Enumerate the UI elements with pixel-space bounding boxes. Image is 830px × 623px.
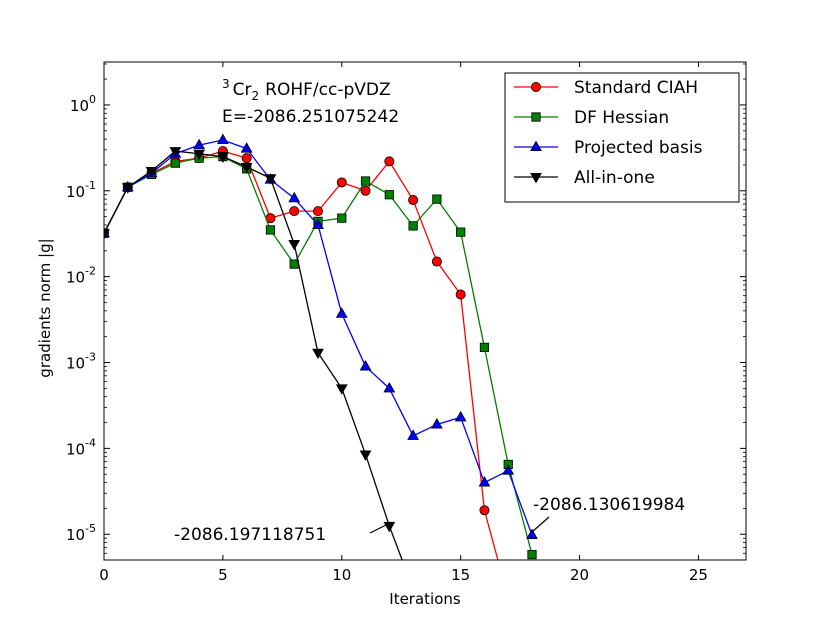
series-projected-basis — [104, 133, 538, 539]
legend-entry: Projected basis — [514, 138, 703, 158]
title-formula: 3 Cr2 ROHF/cc-pVDZ — [222, 77, 391, 103]
x-tick-label: 0 — [99, 566, 109, 584]
x-axis: 0 5 10 15 20 25 — [99, 62, 708, 584]
legend-marker — [530, 172, 542, 184]
data-point — [169, 147, 182, 158]
data-point — [431, 256, 442, 267]
legend-label: Standard CIAH — [574, 78, 698, 98]
y-axis-label: gradients norm |g| — [36, 238, 54, 377]
data-point — [407, 429, 419, 440]
legend-entry: Standard CIAH — [514, 78, 698, 98]
data-point — [360, 176, 371, 186]
data-point — [383, 521, 396, 533]
data-point — [288, 191, 301, 203]
legend-label: DF Hessian — [574, 108, 669, 128]
annotations: -2086.197118751 -2086.130619984 — [174, 495, 685, 545]
data-point — [383, 381, 396, 393]
legend-label: All-in-one — [574, 168, 655, 188]
x-tick-label: 20 — [570, 566, 589, 584]
legend: Standard CIAH DF Hessian Projected basis Al… — [504, 72, 740, 203]
data-point — [104, 229, 110, 240]
data-point — [456, 227, 466, 237]
x-axis-label: Iterations — [389, 590, 461, 608]
legend-label: Projected basis — [574, 138, 703, 158]
y-axis: 100 10-1 10-2 10-3 10-4 10-5 — [66, 63, 746, 554]
data-point — [193, 149, 205, 161]
data-point — [337, 213, 347, 223]
y-tick-label: 10-5 — [66, 522, 96, 544]
data-point — [170, 158, 180, 168]
title-energy: E=-2086.251075242 — [222, 107, 399, 127]
data-point — [455, 289, 466, 300]
annotation-arrow-left — [369, 523, 389, 534]
legend-entry: All-in-one — [514, 168, 655, 188]
data-point — [408, 221, 418, 231]
legend-marker — [531, 112, 541, 122]
plot-area — [104, 133, 538, 603]
data-point — [335, 384, 348, 395]
data-point — [479, 342, 490, 352]
x-tick-label: 15 — [451, 566, 470, 584]
data-point — [432, 194, 442, 204]
data-point — [121, 183, 134, 194]
legend-entry: DF Hessian — [514, 108, 669, 128]
annotation-arrow-right — [531, 516, 550, 533]
data-point — [312, 348, 324, 360]
data-point — [193, 138, 205, 150]
legend-box — [504, 72, 740, 203]
y-tick-label: 10-3 — [66, 351, 96, 373]
data-point — [478, 476, 491, 487]
data-point — [264, 174, 277, 185]
data-point — [526, 528, 538, 539]
data-point — [360, 185, 371, 196]
legend-marker — [531, 82, 542, 93]
data-point — [312, 218, 324, 229]
data-point — [384, 156, 395, 167]
data-point — [217, 133, 229, 145]
annotation-right: -2086.130619984 — [533, 495, 685, 515]
data-point — [408, 195, 419, 206]
data-point — [359, 360, 372, 371]
data-point — [265, 225, 276, 235]
y-tick-label: 10-1 — [66, 179, 96, 201]
data-point — [145, 167, 158, 178]
x-tick-label: 10 — [332, 566, 351, 584]
legend-marker — [530, 140, 542, 152]
data-point — [241, 153, 252, 164]
data-point — [479, 505, 490, 516]
x-tick-label: 25 — [689, 566, 708, 584]
data-point — [454, 410, 467, 422]
data-point — [384, 190, 394, 200]
y-tick-label: 100 — [70, 93, 96, 115]
data-point — [289, 206, 300, 217]
y-tick-label: 10-4 — [66, 436, 96, 458]
chart-title: 3 Cr2 ROHF/cc-pVDZ E=-2086.251075242 — [222, 77, 399, 127]
series-all-in-one — [104, 147, 403, 560]
data-point — [240, 142, 253, 153]
data-point — [217, 152, 229, 164]
data-point — [312, 206, 323, 217]
data-point — [527, 549, 537, 560]
data-point — [289, 259, 299, 269]
data-point — [502, 464, 515, 475]
data-point — [431, 418, 443, 429]
y-tick-label: 10-2 — [66, 265, 96, 287]
series-line — [104, 139, 533, 536]
data-point — [359, 450, 372, 461]
data-point — [288, 240, 301, 251]
annotation-left: -2086.197118751 — [174, 525, 326, 545]
x-tick-label: 5 — [218, 566, 228, 584]
data-point — [240, 162, 253, 174]
data-point — [504, 594, 513, 603]
data-point — [336, 177, 347, 188]
data-point — [335, 307, 348, 318]
